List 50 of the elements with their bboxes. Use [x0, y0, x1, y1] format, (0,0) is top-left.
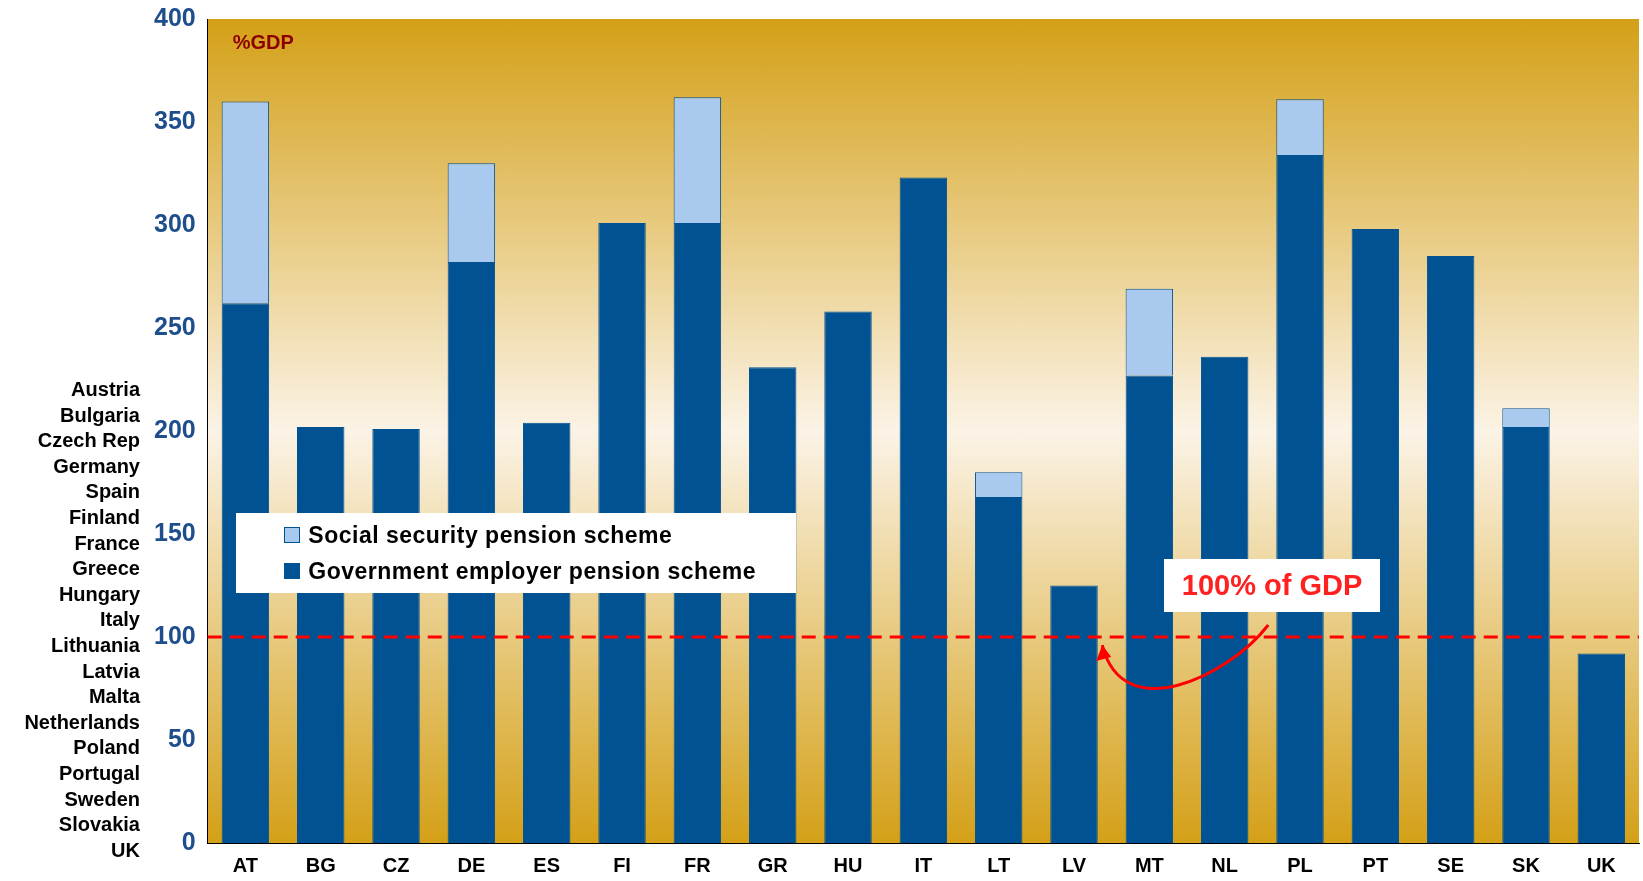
y-tick-label: 350	[153, 105, 196, 134]
text: Poland	[72, 735, 140, 761]
x-tick-label: GR	[757, 853, 789, 876]
y-tick-label: 150	[153, 517, 196, 546]
x-tick-label: AT	[232, 853, 258, 876]
text: Netherlands	[23, 709, 140, 735]
x-tick-label: FR	[684, 853, 712, 876]
text: Greece	[71, 556, 140, 582]
text: Malta	[87, 684, 140, 710]
text: France	[73, 530, 140, 556]
y-tick-label: 300	[153, 208, 196, 237]
legend-label: Social security pension scheme	[307, 520, 674, 550]
x-tick-label: PL	[1287, 853, 1313, 876]
text: Finland	[67, 504, 140, 530]
y-tick-label: 200	[153, 414, 196, 443]
x-tick-label: BG	[305, 853, 336, 876]
x-tick-label: CZ	[382, 853, 410, 876]
x-tick-label: SK	[1512, 853, 1541, 876]
x-tick-label: MT	[1134, 853, 1164, 876]
text: Austria	[70, 377, 140, 402]
y-tick-label: 50	[167, 723, 196, 752]
y-tick-label: 250	[153, 311, 196, 340]
x-tick-label: FI	[613, 853, 631, 876]
x-tick-label: ES	[533, 853, 561, 876]
x-tick-label: SE	[1437, 853, 1465, 876]
x-tick-label: IT	[914, 853, 933, 876]
x-tick-label: LT	[987, 853, 1011, 876]
ref-line-label: 100% of GDP	[1163, 559, 1381, 612]
text: Italy	[98, 607, 140, 633]
text: Germany	[52, 453, 140, 479]
legend-label: Government employer pension scheme	[307, 556, 757, 586]
text: Sweden	[63, 786, 140, 812]
annotation: %GDP	[232, 31, 294, 54]
text: Bulgaria	[58, 402, 140, 428]
x-tick-label: HU	[833, 853, 863, 876]
x-tick-label: NL	[1211, 853, 1239, 876]
x-tick-label: UK	[1586, 853, 1617, 876]
text: Latvia	[81, 658, 140, 684]
text: Portugal	[57, 760, 140, 786]
x-tick-label: DE	[457, 853, 486, 876]
y-tick-label: 100	[153, 620, 196, 649]
text: Hungary	[57, 581, 140, 607]
y-tick-label: 400	[153, 2, 196, 31]
text: Czech Rep	[36, 428, 140, 454]
y-tick-label: 0	[181, 826, 196, 855]
text: Spain	[84, 479, 140, 505]
text: Slovakia	[57, 812, 140, 838]
x-tick-label: LV	[1061, 853, 1087, 876]
x-tick-label: PT	[1362, 853, 1389, 876]
text: Lithuania	[50, 632, 140, 658]
